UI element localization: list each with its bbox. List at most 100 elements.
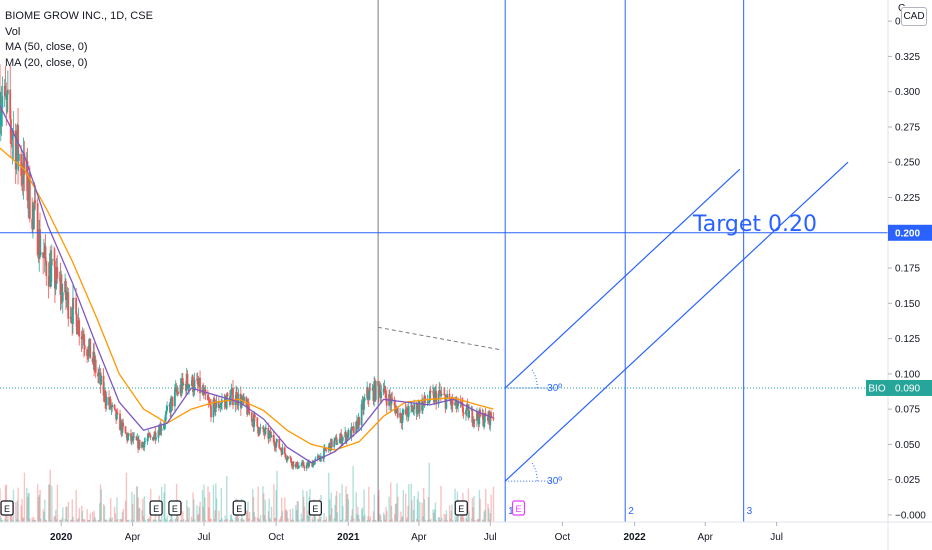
current-price-tag-label: 0.090 — [895, 383, 920, 394]
volume-bar — [193, 519, 196, 522]
volume-bar — [226, 475, 228, 522]
volume-bar — [492, 486, 495, 522]
candle-body — [207, 400, 210, 402]
candle-body — [286, 459, 289, 460]
y-tick-label: 0.075 — [895, 405, 920, 416]
y-tick-label: 0.250 — [895, 158, 920, 169]
volume-bar — [483, 511, 485, 522]
volume-bar — [306, 515, 309, 522]
volume-bar — [78, 508, 81, 522]
candle-body — [369, 389, 372, 391]
candle-body — [125, 433, 128, 435]
volume-bar — [331, 507, 333, 522]
volume-bar — [361, 509, 363, 522]
volume-bar — [273, 518, 276, 522]
volume-bar — [48, 483, 51, 522]
angle-label: 30º — [547, 383, 562, 394]
legend-symbol[interactable]: BIOME GROW INC., 1D, CSE — [5, 10, 153, 22]
candle-body — [44, 246, 47, 261]
volume-bar — [137, 497, 139, 522]
x-tick-label: Jul — [198, 532, 211, 543]
candle-body — [199, 377, 201, 394]
volume-bar — [234, 517, 237, 522]
volume-bar — [92, 519, 95, 522]
candle-body — [416, 410, 419, 414]
volume-bar — [91, 512, 94, 522]
volume-bar — [390, 482, 392, 522]
candle-body — [93, 351, 96, 366]
y-tick-label: 0.050 — [895, 440, 920, 451]
volume-bar — [16, 500, 19, 522]
candle-body — [399, 412, 402, 420]
volume-bar — [230, 514, 233, 522]
volume-bar — [427, 497, 430, 522]
candle-body — [253, 415, 256, 428]
candle-body — [476, 412, 479, 419]
volume-bar — [199, 501, 201, 522]
volume-bar — [203, 484, 205, 522]
volume-bar — [404, 493, 407, 522]
volume-bar — [265, 519, 267, 522]
legend-vol[interactable]: Vol — [5, 25, 21, 38]
ma50-line — [0, 147, 494, 451]
volume-bar — [192, 492, 194, 522]
candle-body — [471, 409, 474, 423]
currency-button[interactable]: CAD — [901, 7, 927, 26]
candle-body — [104, 390, 107, 403]
candle-body — [443, 394, 446, 396]
volume-bar — [417, 491, 419, 522]
candle-body — [83, 338, 85, 346]
y-tick-label: −0.000 — [895, 510, 926, 521]
candle-body — [478, 409, 481, 425]
candle-body — [0, 113, 2, 126]
volume-bar — [23, 472, 26, 522]
candle-body — [34, 200, 37, 204]
candle-body — [214, 399, 216, 413]
volume-bar — [451, 504, 453, 522]
volume-bar — [351, 509, 354, 522]
candle-body — [292, 461, 295, 468]
volume-bar — [33, 517, 35, 522]
candle-body — [489, 412, 492, 426]
volume-bar — [292, 519, 295, 522]
volume-bar — [185, 519, 187, 522]
volume-bar — [368, 519, 371, 522]
volume-bar — [18, 519, 20, 522]
volume-bar — [139, 508, 141, 522]
candle-body — [160, 428, 163, 431]
legend-ma20[interactable]: MA (20, close, 0) — [5, 56, 88, 69]
candle-body — [254, 415, 256, 418]
candle-body — [138, 439, 141, 448]
candle-body — [262, 427, 265, 433]
volume-bar — [476, 519, 478, 522]
volume-bar — [252, 496, 255, 522]
volume-bar — [372, 519, 374, 522]
x-tick-label: Oct — [268, 532, 284, 543]
volume-bar — [357, 514, 360, 522]
angle-label: 30º — [547, 476, 562, 487]
candle-body — [196, 379, 199, 385]
volume-bar — [301, 518, 303, 522]
candle-body — [297, 465, 300, 468]
volume-bar — [182, 519, 185, 522]
volume-bar — [361, 507, 364, 522]
candle-body — [483, 412, 486, 423]
volume-bar — [484, 509, 486, 522]
volume-bar — [248, 518, 250, 522]
candle-body — [32, 205, 34, 229]
volume-bar — [26, 496, 29, 522]
legend-ma50[interactable]: MA (50, close, 0) — [5, 41, 88, 53]
volume-bar — [336, 512, 339, 522]
earnings-marker-label: E — [4, 504, 10, 514]
candle-body — [209, 403, 212, 406]
candle-body — [358, 417, 361, 425]
volume-bar — [468, 511, 470, 522]
volume-bar — [110, 519, 113, 522]
candle-body — [433, 392, 436, 403]
candle-body — [69, 316, 72, 319]
candle-body — [9, 89, 12, 120]
candle-body — [149, 435, 152, 438]
volume-bar — [418, 519, 420, 522]
volume-bar — [209, 518, 212, 522]
